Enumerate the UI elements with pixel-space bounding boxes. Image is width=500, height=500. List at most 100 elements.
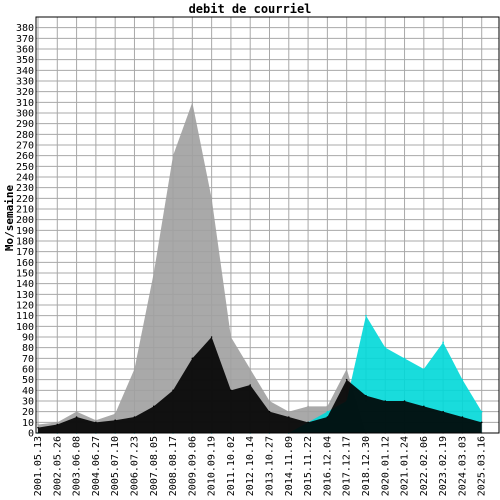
y-tick-label: 320 <box>16 87 34 98</box>
x-tick-label: 2016.12.04 <box>322 436 333 496</box>
x-tick-label: 2013.10.27 <box>265 436 276 496</box>
x-tick-label: 2024.03.03 <box>457 436 468 496</box>
x-tick-label: 2011.10.02 <box>226 436 237 496</box>
x-tick-label: 2022.02.06 <box>419 436 430 496</box>
y-tick-label: 10 <box>22 418 34 429</box>
y-tick-label: 260 <box>16 151 34 162</box>
series-0-area <box>38 102 482 433</box>
y-tick-label: 0 <box>28 429 34 440</box>
x-tick-label: 2012.10.14 <box>245 436 256 496</box>
series-0-point <box>210 197 213 200</box>
y-axis-label: Mo/semaine <box>3 185 16 252</box>
series-1-point <box>461 378 464 381</box>
y-tick-label: 150 <box>16 269 34 280</box>
series-0-point <box>345 368 348 370</box>
x-tick-label: 2015.11.22 <box>303 436 314 496</box>
y-tick-label: 50 <box>22 375 34 386</box>
y-tick-label: 340 <box>16 66 34 77</box>
series-0-point <box>230 336 232 338</box>
y-tick-label: 300 <box>16 109 34 120</box>
x-tick-label: 2017.12.17 <box>342 436 353 496</box>
y-tick-label: 80 <box>22 343 34 354</box>
y-tick-label: 60 <box>22 365 34 376</box>
series-2-point <box>172 389 174 392</box>
series-0-point <box>56 421 59 424</box>
series-2-point <box>75 416 78 418</box>
x-tick-label: 2020.01.12 <box>380 436 391 496</box>
x-tick-label: 2009.09.06 <box>187 436 198 496</box>
y-tick-label: 360 <box>16 45 34 56</box>
y-tick-label: 290 <box>16 119 34 130</box>
y-tick-label: 20 <box>22 407 34 418</box>
series-2-point <box>423 405 425 408</box>
y-tick-label: 90 <box>22 333 34 344</box>
y-tick-label: 230 <box>16 183 34 194</box>
y-tick-label: 40 <box>22 386 34 397</box>
x-tick-label: 2003.06.08 <box>72 436 83 496</box>
series-2-point <box>365 394 367 397</box>
plot-area <box>36 17 499 433</box>
y-tick-label: 220 <box>16 194 34 205</box>
y-tick-label: 210 <box>16 205 34 216</box>
series-0-point <box>268 400 271 402</box>
series-1-point <box>403 357 406 360</box>
series-2-point <box>403 400 406 402</box>
series-0-point <box>95 419 97 422</box>
y-tick-label: 180 <box>16 237 34 248</box>
y-tick-label: 330 <box>16 77 34 88</box>
y-tick-label: 70 <box>22 354 34 365</box>
x-tick-label: 2025.03.16 <box>477 436 488 496</box>
series-0-point <box>152 272 155 274</box>
series-0-point <box>114 413 116 415</box>
x-tick-label: 2002.05.26 <box>52 436 63 496</box>
series-2-point <box>56 423 59 426</box>
y-tick-label: 350 <box>16 55 34 66</box>
series-1-point <box>365 314 367 317</box>
y-tick-label: 370 <box>16 34 34 45</box>
series-2-point <box>326 416 329 418</box>
series-0-point <box>37 423 39 426</box>
series-0-point <box>191 101 194 104</box>
x-tick-label: 2001.05.13 <box>33 436 44 496</box>
series-2-point <box>210 336 213 338</box>
series-0-point <box>75 410 78 413</box>
series-2-point <box>152 405 155 408</box>
series-1-point <box>423 368 425 370</box>
y-tick-label: 270 <box>16 141 34 152</box>
chart-title: debit de courriel <box>189 2 312 16</box>
y-tick-label: 250 <box>16 162 34 173</box>
series-2-point <box>345 378 348 381</box>
y-tick-label: 240 <box>16 173 34 184</box>
y-tick-label: 310 <box>16 98 34 109</box>
series-1-point <box>326 410 329 413</box>
series-0-point <box>172 154 174 157</box>
y-tick-label: 170 <box>16 247 34 258</box>
y-tick-label: 380 <box>16 23 34 34</box>
series-0-point <box>326 405 329 408</box>
series-2-point <box>191 357 194 360</box>
x-tick-label: 2007.08.05 <box>149 436 160 496</box>
series-0-point <box>249 368 252 370</box>
series-0-point <box>307 405 309 408</box>
x-tick-label: 2010.09.19 <box>207 436 218 496</box>
series-1-point <box>384 346 387 349</box>
series-2-point <box>37 426 39 429</box>
x-tick-label: 2008.08.17 <box>168 436 179 496</box>
y-tick-label: 280 <box>16 130 34 141</box>
x-tick-label: 2023.02.19 <box>438 436 449 496</box>
series-2-point <box>95 421 97 424</box>
x-tick-label: 2005.07.10 <box>110 436 121 496</box>
y-tick-label: 120 <box>16 301 34 312</box>
x-tick-label: 2018.12.30 <box>361 436 372 496</box>
x-ticks: 2001.05.13 2002.05.26 2003.06.08 2004.06.27… <box>33 436 488 496</box>
series-2-point <box>480 421 483 424</box>
series-2-point <box>287 416 290 418</box>
series-1-point <box>480 410 483 413</box>
series-0-point <box>133 368 136 370</box>
series-2-point <box>442 410 444 413</box>
series-2-point <box>249 384 252 386</box>
y-tick-label: 200 <box>16 215 34 226</box>
series-2-point <box>268 410 271 413</box>
y-tick-label: 110 <box>16 311 34 322</box>
